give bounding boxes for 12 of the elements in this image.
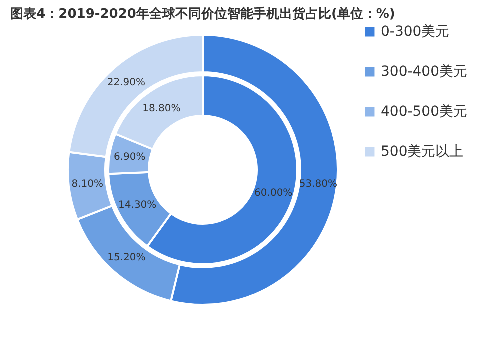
data-label: 6.90%	[114, 152, 146, 164]
data-label: 15.20%	[108, 252, 146, 264]
legend-label: 500美元以上	[381, 144, 464, 160]
legend-label: 300-400美元	[381, 64, 468, 80]
chart-title: 图表4：2019-2020年全球不同价位智能手机出货占比(单位：%)	[10, 6, 396, 22]
data-label: 60.00%	[254, 188, 293, 199]
data-label: 22.90%	[107, 78, 146, 89]
legend-label: 400-500美元	[381, 104, 468, 120]
data-label: 14.30%	[118, 200, 157, 212]
data-label: 18.80%	[142, 103, 181, 114]
data-label: 8.10%	[72, 179, 104, 190]
legend-label: 0-300美元	[381, 24, 450, 40]
